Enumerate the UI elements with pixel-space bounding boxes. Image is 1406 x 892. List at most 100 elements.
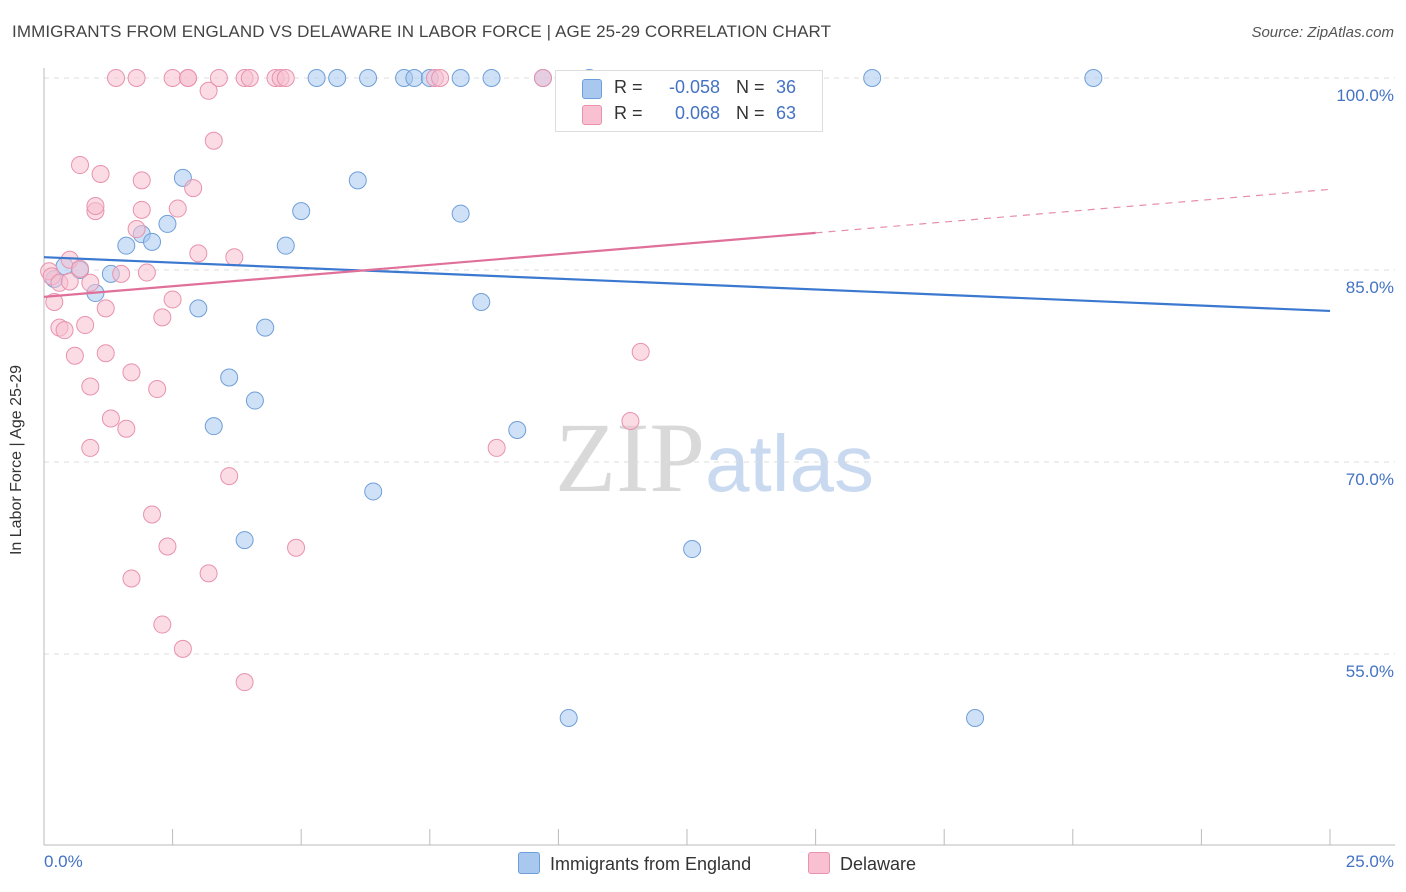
point-england [359,69,378,87]
point-delaware [148,380,167,399]
point-delaware [76,316,95,335]
point-england [863,69,882,87]
point-england [143,232,162,251]
point-england [235,531,254,550]
point-delaware [132,171,151,190]
point-delaware [153,615,172,634]
point-delaware [101,409,120,428]
point-delaware [112,264,131,283]
point-england [508,421,527,439]
point-delaware [235,673,254,692]
point-delaware [173,639,192,658]
point-england [245,391,264,410]
point-delaware [127,220,146,239]
point-delaware [199,81,218,100]
point-england [158,214,177,233]
y-tick-label: 100.0% [1336,86,1394,105]
point-england [1084,69,1103,87]
legend-row-delaware: R = 0.068 N = 63 [556,101,822,127]
point-delaware [287,538,306,557]
point-delaware [55,321,74,340]
point-delaware [127,69,146,87]
y-tick-label: 55.0% [1345,662,1394,681]
point-delaware [163,69,182,87]
point-england [256,318,275,337]
point-delaware [163,290,182,309]
bottom-legend-england: Immigrants from England [518,852,751,875]
grid [44,77,1395,655]
legend-r-value: 0.068 [674,103,720,123]
legend-r-label: R = [614,103,643,123]
legend-r-label: R = [614,77,643,97]
point-delaware [199,564,218,583]
legend-n-label: N = [736,77,765,97]
trend-line-delaware-projection [815,188,1331,234]
point-delaware [631,342,650,361]
point-delaware [81,377,100,396]
point-delaware [533,69,552,87]
point-england [683,540,702,559]
point-delaware [240,69,259,87]
point-england [204,417,223,436]
bottom-legend: Immigrants from England Delaware [0,852,1406,878]
point-delaware [137,263,156,282]
point-delaware [276,69,295,87]
point-delaware [184,179,203,198]
point-england [189,299,208,318]
point-delaware [179,69,198,87]
point-england [292,202,311,221]
point-delaware [65,346,84,365]
point-england [276,236,295,255]
point-england [472,293,491,311]
x-tick-label: 0.0% [44,852,83,871]
point-delaware [132,200,151,219]
point-england [482,69,501,87]
trend-line-delaware [43,231,816,298]
point-delaware [168,199,187,218]
point-england [117,236,136,255]
point-delaware [91,165,110,183]
point-england [451,69,470,87]
point-delaware [621,412,640,431]
point-england [966,709,985,727]
point-england [451,204,470,223]
point-delaware [96,344,115,363]
point-delaware [81,438,100,457]
legend-swatch-delaware [582,105,602,125]
point-england [307,69,326,87]
bottom-legend-label: Delaware [840,854,917,874]
legend-n-value: 63 [776,103,797,123]
legend-n-label: N = [736,103,765,123]
point-delaware [122,569,141,588]
point-delaware [107,69,126,87]
point-delaware [71,156,90,175]
legend: R = -0.058 N = 36 R = 0.068 N = 63 [555,70,823,132]
point-delaware [225,248,244,267]
legend-swatch-england [582,79,602,99]
axes [43,68,1395,846]
point-delaware [86,197,105,215]
bottom-legend-swatch-england [518,852,540,874]
legend-row-england: R = -0.058 N = 36 [556,75,822,101]
y-tick-label: 70.0% [1345,470,1394,489]
trend-lines [43,188,1331,313]
point-delaware [122,363,141,382]
point-england [328,69,347,87]
legend-r-value: -0.058 [668,77,720,97]
point-delaware [81,273,100,292]
point-delaware [189,244,208,263]
point-delaware [220,467,239,486]
x-tick-label: 25.0% [1345,852,1394,871]
point-england [559,709,578,727]
point-delaware [153,308,172,327]
chart-source: Source: ZipAtlas.com [1251,24,1394,41]
point-england [220,368,239,387]
point-delaware [487,438,506,457]
point-delaware [71,259,90,278]
point-delaware [431,69,450,87]
point-delaware [143,505,162,524]
points [40,69,1103,727]
point-delaware [45,293,64,311]
trend-line-england [43,256,1331,313]
